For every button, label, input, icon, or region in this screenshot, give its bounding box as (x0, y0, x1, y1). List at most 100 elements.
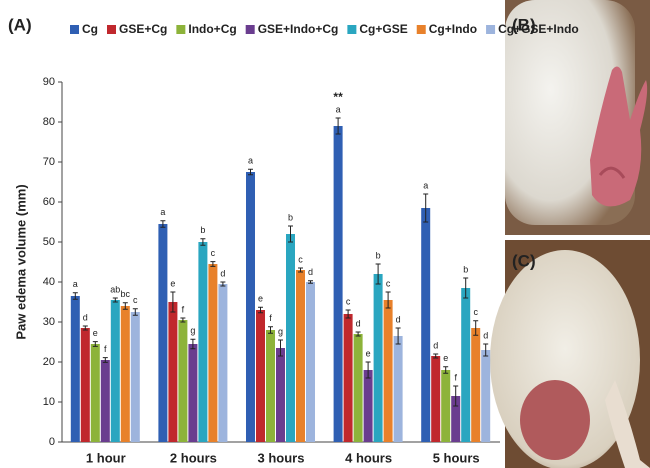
bar (344, 314, 353, 442)
significance-letter: d (396, 314, 401, 324)
legend-swatch (486, 25, 495, 34)
bar (188, 344, 197, 442)
bar (131, 312, 140, 442)
bar (168, 302, 177, 442)
bar (158, 224, 167, 442)
significance-letter: e (170, 278, 175, 288)
legend-swatch (246, 25, 255, 34)
y-tick-label: 30 (43, 316, 55, 328)
y-tick-label: 80 (43, 116, 55, 128)
bar (296, 270, 305, 442)
y-axis-label: Paw edema volume (mm) (13, 184, 28, 339)
significance-letter: g (190, 326, 195, 336)
significance-letter: b (376, 250, 381, 260)
significance-letter: a (73, 279, 78, 289)
significance-letter: d (433, 340, 438, 350)
significance-letter: ab (110, 284, 120, 294)
x-tick-label: 1 hour (86, 450, 126, 465)
significance-letter: a (160, 207, 165, 217)
y-tick-label: 0 (49, 436, 55, 448)
significance-letter: f (182, 304, 185, 314)
significance-letter: a (423, 180, 428, 190)
legend-label: Cg+Indo (429, 22, 477, 36)
x-tick-label: 3 hours (258, 450, 305, 465)
significance-letter: b (463, 264, 468, 274)
significance-letter: b (200, 225, 205, 235)
bar (246, 172, 255, 442)
significance-letter: e (258, 294, 263, 304)
bar (481, 350, 490, 442)
significance-letter: b (288, 212, 293, 222)
legend-label: Indo+Cg (188, 22, 236, 36)
bar (431, 356, 440, 442)
significance-letter: c (473, 307, 478, 317)
panel-label: (A) (8, 15, 32, 34)
y-tick-label: 90 (43, 76, 55, 88)
legend-swatch (176, 25, 185, 34)
significance-letter: d (356, 318, 361, 328)
bar (256, 310, 265, 442)
significance-letter: c (386, 278, 391, 288)
bar (461, 288, 470, 442)
bar (121, 306, 130, 442)
x-tick-label: 2 hours (170, 450, 217, 465)
significance-letter: e (93, 328, 98, 338)
bar (198, 242, 207, 442)
bar (306, 282, 315, 442)
figure: (A)(B)(C)Paw edema volume (mm)0102030405… (0, 0, 650, 468)
bar (101, 360, 110, 442)
bar (218, 284, 227, 442)
legend-label: Cg+GSE (359, 22, 407, 36)
significance-letter: f (269, 313, 272, 323)
bar (208, 264, 217, 442)
bar (334, 126, 343, 442)
y-tick-label: 40 (43, 276, 55, 288)
significance-letter: c (211, 248, 216, 258)
significance-letter: a (248, 156, 253, 166)
bar (71, 296, 80, 442)
bar (286, 234, 295, 442)
y-tick-label: 10 (43, 396, 55, 408)
x-tick-label: 4 hours (345, 450, 392, 465)
significance-letter: d (308, 267, 313, 277)
bar (364, 370, 373, 442)
legend-label: Cg+GSE+Indo (498, 22, 579, 36)
significance-letter: f (454, 372, 457, 382)
legend-swatch (70, 25, 79, 34)
y-tick-label: 60 (43, 196, 55, 208)
photo-c (490, 240, 650, 468)
significance-letter: e (443, 353, 448, 363)
bar (374, 274, 383, 442)
significance-letter: g (278, 326, 283, 336)
significance-letter: bc (121, 289, 131, 299)
x-tick-label: 5 hours (433, 450, 480, 465)
y-tick-label: 50 (43, 236, 55, 248)
significance-letter: a (336, 104, 341, 114)
significance-letter: e (366, 348, 371, 358)
bar (266, 330, 275, 442)
legend-swatch (347, 25, 356, 34)
significance-letter: d (220, 268, 225, 278)
legend-swatch (107, 25, 116, 34)
significance-letter: c (133, 295, 138, 305)
significance-letter: c (298, 254, 303, 264)
y-tick-label: 70 (43, 156, 55, 168)
bar (81, 328, 90, 442)
y-tick-label: 20 (43, 356, 55, 368)
bar (394, 336, 403, 442)
bar (384, 300, 393, 442)
bar (276, 348, 285, 442)
legend-label: GSE+Cg (119, 22, 167, 36)
significance-letter: c (346, 296, 351, 306)
significance-letter: f (104, 344, 107, 354)
bar (91, 344, 100, 442)
bar (421, 208, 430, 442)
bar (178, 320, 187, 442)
significance-letter: d (83, 312, 88, 322)
legend-swatch (417, 25, 426, 34)
bar (441, 370, 450, 442)
bar (471, 328, 480, 442)
annotation: ** (333, 90, 343, 104)
bar (354, 334, 363, 442)
significance-letter: d (483, 330, 488, 340)
